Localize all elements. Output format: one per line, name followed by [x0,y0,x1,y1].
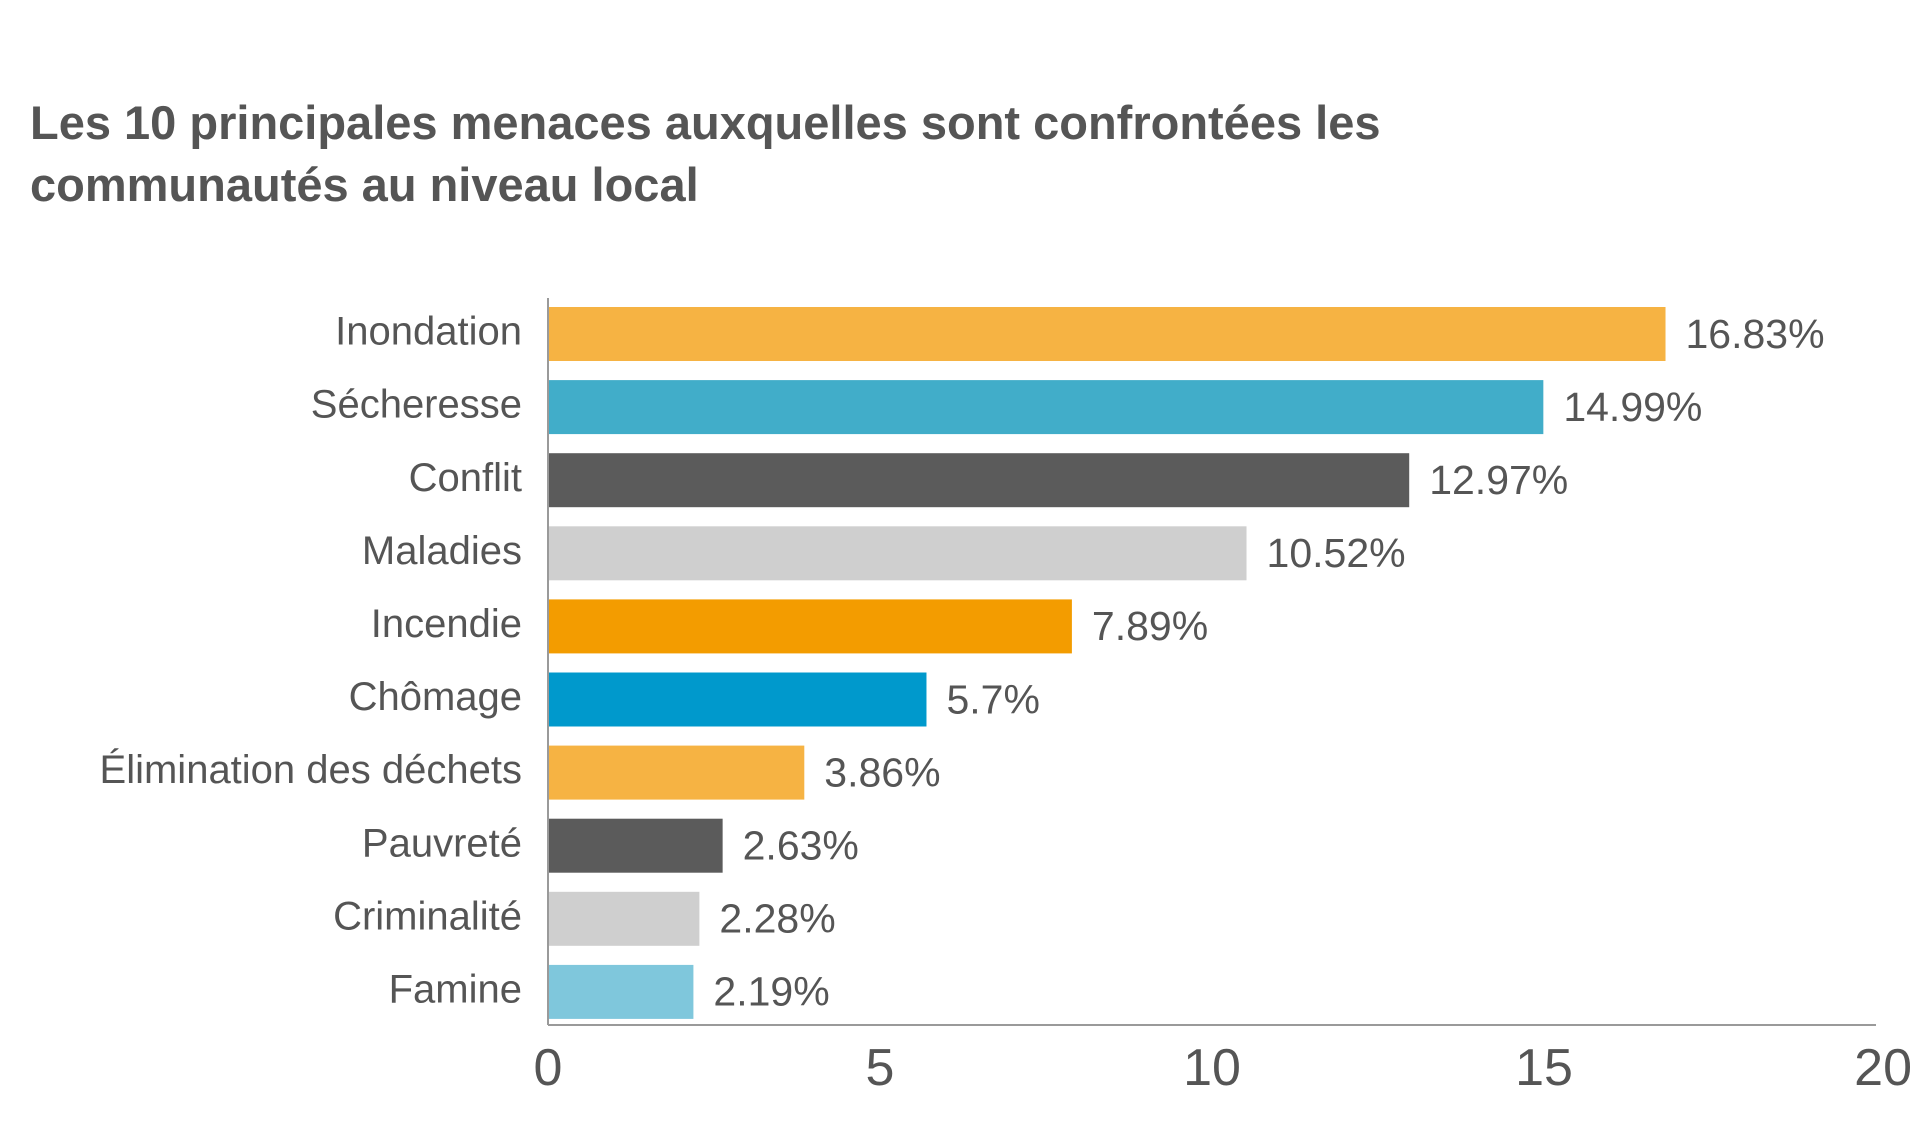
bar-6 [548,672,927,727]
bar-5 [548,599,1072,654]
category-label: Pauvreté [362,821,522,865]
value-label: 2.19% [713,969,829,1015]
value-label: 7.89% [1092,603,1208,649]
category-label: Famine [389,967,522,1011]
category-label: Conflit [409,456,522,500]
bar-10 [548,964,694,1019]
bar-4 [548,526,1247,581]
value-label: 2.28% [719,896,835,942]
bar-3 [548,453,1410,508]
x-tick-label: 5 [866,1039,895,1097]
x-tick-label: 20 [1854,1039,1912,1097]
value-label: 16.83% [1686,311,1825,357]
category-label: Inondation [335,310,522,354]
category-label: Maladies [362,529,522,573]
x-tick-label: 15 [1515,1039,1573,1097]
bar-1 [548,307,1666,361]
bar-2 [548,380,1544,435]
x-tick-label: 0 [534,1039,563,1097]
category-label: Chômage [349,675,522,719]
x-tick-labels: 0 5 10 15 20 [534,1039,1912,1097]
category-label: Sécheresse [311,383,522,427]
bar-8 [548,818,723,873]
x-tick-label: 10 [1183,1039,1241,1097]
category-label: Élimination des déchets [100,747,522,792]
value-label: 12.97% [1429,457,1568,503]
bar-9 [548,891,700,946]
value-label: 10.52% [1267,530,1406,576]
category-label: Incendie [371,602,522,646]
chart-title: Les 10 principales menaces auxquelles so… [30,96,1381,211]
category-label: Criminalité [333,894,522,938]
value-label: 14.99% [1563,384,1702,430]
value-label: 5.7% [946,676,1039,722]
value-label: 3.86% [824,749,940,795]
bar-7 [548,745,805,800]
value-label: 2.63% [743,823,859,869]
bars-layer: Inondation 16.83% Sécheresse 14.99% Conflit 1… [100,307,1825,1019]
